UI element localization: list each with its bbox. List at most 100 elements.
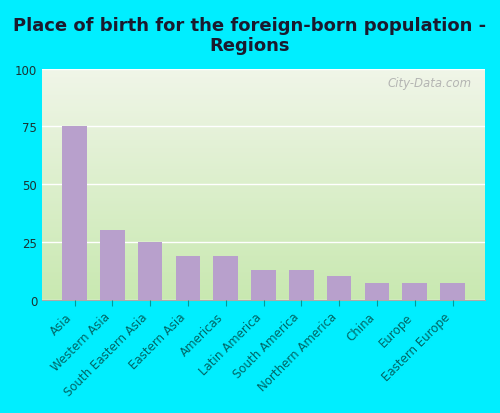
- Bar: [42, 76, 485, 78]
- Text: City-Data.com: City-Data.com: [388, 76, 471, 89]
- Bar: [42, 244, 485, 246]
- Bar: [42, 291, 485, 292]
- Bar: [42, 80, 485, 81]
- Bar: [42, 143, 485, 145]
- Bar: [42, 158, 485, 159]
- Bar: [42, 147, 485, 148]
- Bar: [138, 242, 162, 300]
- Bar: [42, 277, 485, 278]
- Bar: [42, 272, 485, 273]
- Bar: [42, 91, 485, 93]
- Bar: [440, 284, 465, 300]
- Bar: [42, 256, 485, 257]
- Bar: [42, 199, 485, 201]
- Bar: [42, 295, 485, 297]
- Bar: [42, 231, 485, 232]
- Bar: [42, 208, 485, 209]
- Bar: [42, 261, 485, 262]
- Bar: [42, 248, 485, 249]
- Bar: [42, 104, 485, 105]
- Bar: [42, 185, 485, 186]
- Bar: [42, 129, 485, 131]
- Bar: [42, 152, 485, 154]
- Bar: [42, 273, 485, 275]
- Bar: [42, 190, 485, 192]
- Bar: [42, 156, 485, 157]
- Bar: [42, 188, 485, 189]
- Bar: [42, 270, 485, 271]
- Bar: [42, 250, 485, 252]
- Bar: [42, 215, 485, 216]
- Bar: [42, 179, 485, 180]
- Bar: [42, 96, 485, 97]
- Bar: [42, 134, 485, 135]
- Bar: [42, 278, 485, 279]
- Bar: [42, 141, 485, 142]
- Bar: [42, 205, 485, 206]
- Bar: [42, 187, 485, 188]
- Bar: [42, 109, 485, 110]
- Bar: [42, 265, 485, 266]
- Bar: [42, 281, 485, 282]
- Bar: [42, 262, 485, 263]
- Bar: [42, 290, 485, 291]
- Bar: [42, 235, 485, 237]
- Bar: [42, 233, 485, 234]
- Bar: [42, 282, 485, 284]
- Bar: [42, 257, 485, 259]
- Bar: [42, 287, 485, 288]
- Bar: [42, 228, 485, 230]
- Bar: [42, 174, 485, 176]
- Bar: [42, 288, 485, 290]
- Bar: [42, 178, 485, 179]
- Bar: [42, 226, 485, 227]
- Bar: [42, 150, 485, 151]
- Bar: [42, 203, 485, 204]
- Bar: [42, 197, 485, 199]
- Bar: [42, 285, 485, 286]
- Bar: [42, 78, 485, 79]
- Bar: [42, 118, 485, 119]
- Bar: [42, 69, 485, 71]
- Bar: [42, 172, 485, 173]
- Bar: [42, 159, 485, 161]
- Bar: [42, 246, 485, 247]
- Bar: [42, 138, 485, 139]
- Bar: [42, 81, 485, 82]
- Bar: [176, 256, 200, 300]
- Bar: [42, 210, 485, 211]
- Bar: [42, 284, 485, 285]
- Bar: [42, 239, 485, 240]
- Bar: [42, 279, 485, 280]
- Bar: [42, 126, 485, 127]
- Bar: [42, 297, 485, 299]
- Bar: [42, 171, 485, 172]
- Bar: [42, 145, 485, 147]
- Bar: [42, 128, 485, 129]
- Bar: [42, 230, 485, 231]
- Bar: [42, 142, 485, 143]
- Bar: [42, 85, 485, 87]
- Bar: [42, 111, 485, 112]
- Bar: [42, 166, 485, 167]
- Bar: [42, 98, 485, 100]
- Bar: [42, 211, 485, 212]
- Bar: [42, 195, 485, 196]
- Bar: [42, 75, 485, 76]
- Bar: [42, 149, 485, 150]
- Bar: [42, 180, 485, 181]
- Bar: [42, 163, 485, 164]
- Bar: [42, 94, 485, 95]
- Bar: [42, 201, 485, 202]
- Bar: [42, 216, 485, 217]
- Bar: [42, 240, 485, 241]
- Bar: [42, 72, 485, 73]
- Bar: [42, 151, 485, 152]
- Bar: [42, 82, 485, 83]
- Bar: [42, 116, 485, 117]
- Bar: [42, 123, 485, 125]
- Bar: [42, 107, 485, 109]
- Bar: [42, 255, 485, 256]
- Bar: [42, 237, 485, 239]
- Bar: [42, 170, 485, 171]
